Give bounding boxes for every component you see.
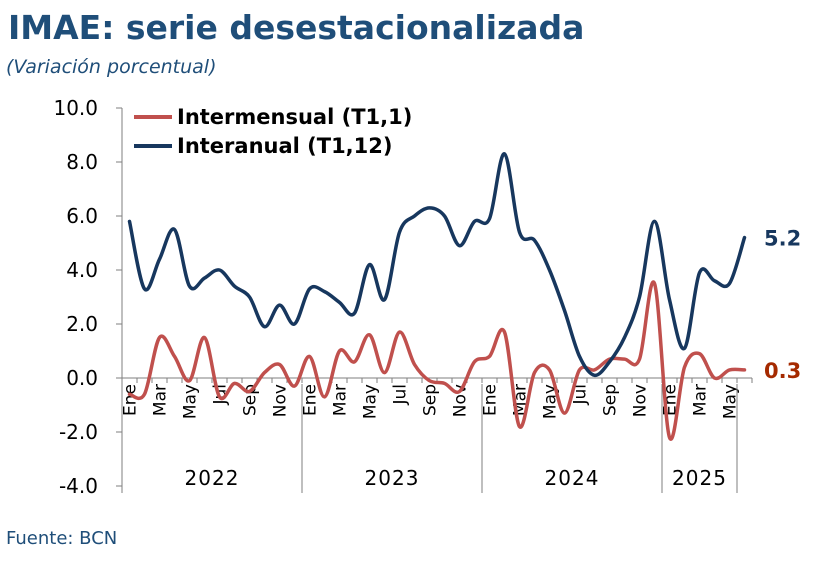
x-tick-label: May: [181, 384, 201, 419]
x-tick-label: Ene: [301, 384, 321, 416]
x-tick-label: Mar: [691, 384, 711, 416]
year-label: 2023: [365, 466, 420, 490]
y-tick-label: 10.0: [53, 96, 98, 120]
x-tick-label: Jul: [391, 384, 411, 406]
legend-label: Interanual (T1,12): [177, 134, 393, 158]
y-tick-label: -2.0: [59, 420, 98, 444]
legend: Intermensual (T1,1) Interanual (T1,12): [134, 105, 412, 158]
y-tick-label: 8.0: [66, 150, 98, 174]
axes: 10.0 8.0 6.0 4.0 2.0 0.0 -2.0 -4.0 Ene Mar May Jul S…: [53, 96, 753, 498]
y-tick-label: 2.0: [66, 312, 98, 336]
x-tick-label: Sep: [601, 384, 621, 416]
end-labels: 0.3 5.2: [764, 227, 801, 383]
end-value-label: 0.3: [764, 359, 801, 383]
series-lines: [127, 152, 747, 441]
y-tick-label: 0.0: [66, 366, 98, 390]
end-value-label: 5.2: [764, 227, 801, 251]
year-label: 2022: [185, 466, 240, 490]
x-tick-label: Nov: [271, 384, 291, 417]
series-intermensual-line: [127, 280, 747, 441]
x-tick-label: May: [721, 384, 741, 419]
x-tick-label: Ene: [121, 384, 141, 416]
y-tick-label: 4.0: [66, 258, 98, 282]
source-note: Fuente: BCN: [6, 528, 118, 549]
year-label: 2024: [545, 466, 600, 490]
y-tick-label: -4.0: [59, 474, 98, 498]
chart-subtitle: (Variación porcentual): [6, 56, 217, 78]
x-tick-label: Jul: [571, 384, 591, 406]
y-tick-label: 6.0: [66, 204, 98, 228]
year-label: 2025: [672, 466, 727, 490]
x-tick-label: Mar: [331, 384, 351, 416]
x-tick-label: Sep: [421, 384, 441, 416]
chart-title: IMAE: serie desestacionalizada: [8, 8, 585, 47]
x-tick-label: Nov: [631, 384, 651, 417]
x-tick-label: May: [361, 384, 381, 419]
series-interanual-line: [127, 152, 747, 378]
legend-label: Intermensual (T1,1): [177, 105, 412, 129]
x-tick-label: Mar: [151, 384, 171, 416]
x-tick-label: Ene: [481, 384, 501, 416]
